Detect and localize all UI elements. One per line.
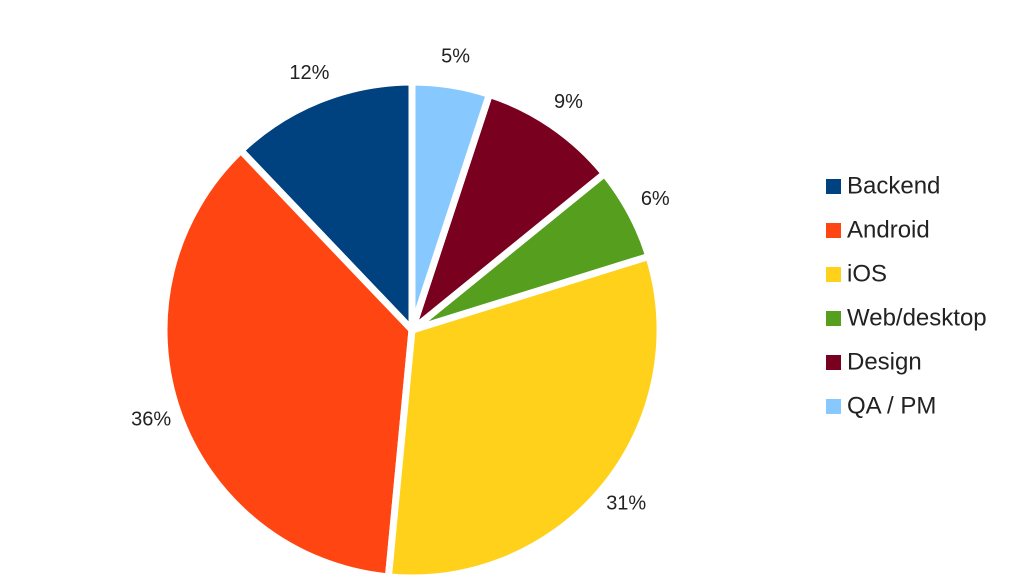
pie-slice xyxy=(384,252,664,582)
legend-swatch xyxy=(826,355,841,370)
legend-swatch xyxy=(826,223,841,238)
legend-label: QA / PM xyxy=(847,392,936,419)
data-label: 9% xyxy=(554,91,583,113)
data-label: 31% xyxy=(606,492,646,514)
legend-swatch xyxy=(826,399,841,414)
legend-label: Web/desktop xyxy=(847,304,987,331)
pie-slice xyxy=(160,147,416,581)
legend-label: Design xyxy=(847,348,922,375)
legend-label: Android xyxy=(847,216,930,243)
legend-swatch xyxy=(826,267,841,282)
data-label: 12% xyxy=(289,62,329,84)
data-label: 36% xyxy=(131,409,171,431)
data-label: 5% xyxy=(441,46,470,68)
legend-swatch xyxy=(826,179,841,194)
legend-label: Backend xyxy=(847,172,940,199)
pie-slice xyxy=(408,78,493,334)
pie-slice xyxy=(408,90,608,334)
data-label: 6% xyxy=(641,188,670,210)
legend-label: iOS xyxy=(847,260,887,287)
pie-slice xyxy=(237,78,416,334)
legend-swatch xyxy=(826,311,841,326)
